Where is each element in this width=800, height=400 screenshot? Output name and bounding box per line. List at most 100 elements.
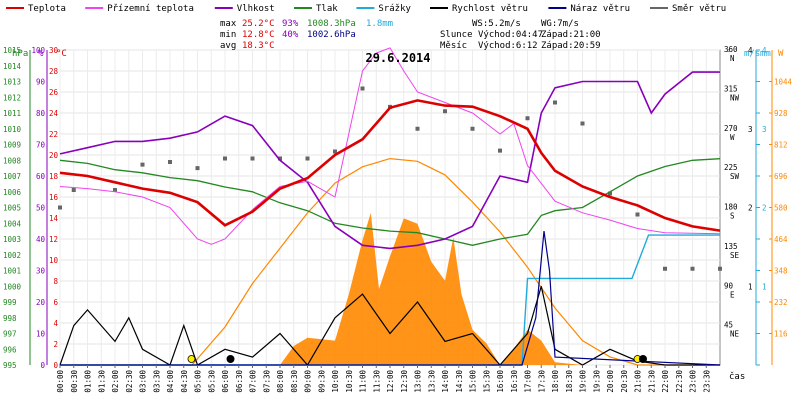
x-tick-label: 23:00 [689, 370, 698, 393]
series-wind-dir-point [718, 266, 722, 271]
y-tick-dir-compass: N [730, 54, 735, 63]
y-tick-temp: 24 [49, 109, 59, 118]
stat-min-press: 1002.6hPa [307, 30, 356, 40]
y-tick-solar: 464 [774, 235, 788, 244]
y-tick-hpa: 1011 [3, 109, 21, 118]
y-tick-temp: 2 [53, 340, 58, 349]
stat-max-hum: 93% [282, 19, 299, 29]
y-tick-hpa: 1008 [3, 156, 22, 165]
x-tick-label: 12:30 [400, 370, 409, 393]
x-tick-label: 11:30 [372, 370, 381, 393]
series-wind-dir-point [415, 126, 420, 131]
info-moon-label: Měsíc [440, 41, 467, 51]
y-tick-hpa: 997 [3, 330, 17, 339]
moonrise-marker [226, 355, 235, 363]
grid [59, 49, 720, 366]
y-tick-hpa: 1005 [3, 204, 21, 213]
y-tick-dir-compass: W [730, 133, 735, 142]
series-temperature [59, 99, 721, 232]
x-tick-label: 08:30 [290, 370, 299, 393]
y-tick-hpa: 1003 [3, 235, 21, 244]
legend-item: Vlhkost [214, 4, 275, 14]
series-ground-temp [59, 47, 721, 245]
y-tick-hpa: 1007 [3, 172, 21, 181]
y-tick-hpa: 1009 [3, 141, 21, 150]
x-tick-label: 13:30 [427, 370, 436, 393]
series-wind-dir-point [168, 160, 172, 164]
stat-max-rain: 1.8mm [366, 19, 393, 29]
x-tick-label: 00:30 [70, 370, 79, 393]
y-tick-temp: 20 [49, 151, 59, 160]
x-tick-label: 03:00 [139, 370, 148, 393]
x-tick-label: 19:00 [579, 370, 588, 393]
series-wind-dir-point [470, 126, 475, 131]
y-tick-rain: 2 [762, 204, 767, 213]
y-tick-hpa: 1010 [3, 125, 22, 134]
legend-item: Srážky [356, 4, 411, 14]
x-tick-label: 11:00 [359, 370, 368, 393]
legend-label: Vlhkost [237, 4, 275, 14]
series-wind-speed [59, 286, 720, 367]
info-moon-rise: Východ:6:12 [478, 41, 538, 51]
axis-percent-unit: % [38, 49, 44, 59]
series-wind-dir-point [333, 149, 337, 154]
y-tick-hpa: 1002 [3, 251, 21, 260]
y-tick-wind: 3 [748, 125, 753, 134]
series-wind-dir-point [580, 121, 585, 126]
y-tick-hpa: 996 [3, 345, 17, 354]
axis-temp-unit: °C [56, 49, 67, 59]
y-tick-hpa: 1004 [3, 219, 22, 228]
x-tick-label: 10:00 [331, 370, 340, 393]
y-tick-solar: 696 [774, 172, 788, 181]
x-tick-label: 05:30 [207, 370, 216, 393]
series-layer [58, 47, 722, 367]
x-tick-label: 09:00 [304, 370, 313, 393]
x-tick-label: 04:30 [180, 370, 189, 393]
stat-max-temp: 25.2°C [242, 19, 275, 29]
x-tick-label: 07:00 [249, 370, 258, 393]
series-wind-dir-point [250, 156, 255, 161]
y-tick-dir: 90 [724, 281, 734, 290]
series-wind-dir-point [690, 266, 695, 271]
y-tick-hpa: 1001 [3, 267, 21, 276]
y-tick-solar: 232 [774, 298, 788, 307]
y-tick-solar: 928 [774, 109, 788, 118]
y-tick-temp: 26 [49, 88, 59, 97]
stat-max-press: 1008.3hPa [307, 19, 356, 29]
axis-rain-unit: mm [760, 49, 771, 59]
x-tick-label: 08:00 [276, 370, 285, 393]
y-tick-dir-compass: NE [730, 330, 740, 339]
axis-dir-unit: ° [726, 49, 731, 59]
y-tick-percent: 20 [36, 298, 46, 307]
y-tick-percent: 10 [36, 330, 46, 339]
x-tick-label: 15:00 [469, 370, 478, 393]
y-tick-dir: 135 [724, 242, 738, 251]
series-wind-dir-point [663, 266, 667, 271]
x-tick-label: 09:30 [317, 370, 326, 393]
y-tick-solar: 580 [774, 204, 788, 213]
x-tick-label: 15:30 [482, 370, 491, 393]
series-wind-dir-point [305, 156, 310, 161]
stat-min-hum: 40% [282, 30, 299, 40]
series-wind-dir-point [223, 156, 227, 161]
y-tick-temp: 16 [49, 193, 59, 202]
x-tick-label: 21:00 [634, 370, 643, 393]
series-solar-curve [60, 157, 720, 366]
sunrise-marker [187, 355, 196, 363]
x-tick-label: 18:30 [565, 370, 574, 393]
y-tick-percent: 0 [40, 361, 45, 370]
x-tick-label: 20:30 [620, 370, 629, 393]
series-wind-dir-point [608, 191, 612, 196]
series-wind-dir-point [525, 116, 530, 121]
x-tick-label: 18:00 [551, 370, 560, 393]
x-tick-label: 17:00 [524, 370, 533, 393]
y-tick-rain: 4 [762, 46, 767, 55]
y-tick-percent: 90 [36, 78, 46, 87]
stat-avg-temp: 18.3°C [242, 41, 275, 51]
series-wind-dir-point [553, 100, 557, 105]
y-tick-percent: 60 [36, 172, 46, 181]
y-tick-temp: 28 [49, 67, 59, 76]
y-tick-rain: 3 [762, 125, 767, 134]
x-tick-label: 13:00 [414, 370, 423, 393]
